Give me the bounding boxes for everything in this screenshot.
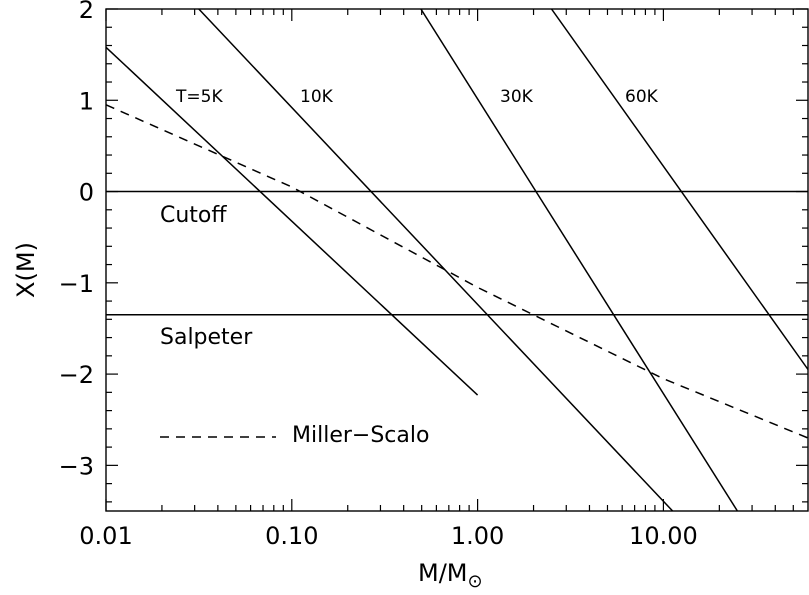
- x-axis-label: M/M⊙: [418, 559, 483, 592]
- y-tick-label: −2: [59, 361, 94, 389]
- x-axis-label-main: M/M: [418, 559, 468, 587]
- x-tick-label: 1.00: [451, 522, 504, 550]
- label-salpeter: Salpeter: [160, 325, 253, 350]
- label-miller-scalo: Miller−Scalo: [292, 423, 429, 448]
- series-10k-line: [198, 9, 674, 511]
- axis-ticks: [105, 8, 808, 511]
- series-lines: [106, 9, 808, 511]
- series-t-5k-line: [106, 46, 479, 396]
- series-30k-line: [420, 9, 739, 511]
- y-tick-label: 0: [79, 179, 94, 207]
- x-tick-label: 0.01: [79, 522, 132, 550]
- x-tick-label: 0.10: [265, 522, 318, 550]
- series-miller-scalo-line: [106, 104, 808, 439]
- y-tick-label: 2: [79, 0, 94, 24]
- y-tick-label: −1: [59, 270, 94, 298]
- label-30k: 30K: [500, 87, 534, 107]
- x-axis-label-sub: ⊙: [468, 571, 483, 592]
- x-tick-label: 10.00: [629, 522, 698, 550]
- plot-frame: [105, 8, 809, 512]
- y-tick-label: −3: [59, 452, 94, 480]
- y-tick-label: 1: [79, 87, 94, 115]
- tick-labels: 0.01 0.10 1.00 10.00 −3 −2 −1 0 1 2: [59, 0, 698, 550]
- y-axis-label: X(M): [12, 242, 40, 298]
- series-60k-line: [550, 9, 808, 370]
- label-t5k: T=5K: [175, 87, 223, 107]
- label-60k: 60K: [625, 87, 659, 107]
- label-10k: 10K: [300, 87, 334, 107]
- label-cutoff: Cutoff: [160, 203, 227, 228]
